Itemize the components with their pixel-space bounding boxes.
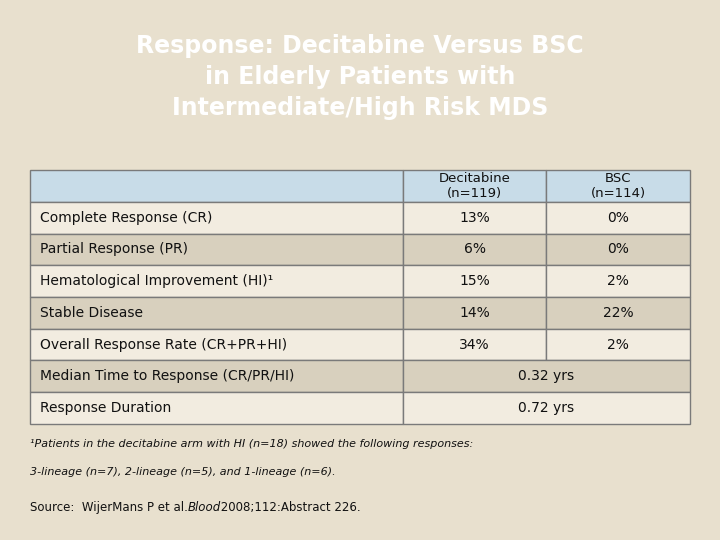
Text: 0.32 yrs: 0.32 yrs	[518, 369, 575, 383]
Text: 2%: 2%	[607, 338, 629, 352]
Text: Source:  WijerMans P et al.: Source: WijerMans P et al.	[30, 501, 192, 514]
Text: Response: Decitabine Versus BSC
in Elderly Patients with
Intermediate/High Risk : Response: Decitabine Versus BSC in Elder…	[136, 35, 584, 119]
Text: Stable Disease: Stable Disease	[40, 306, 143, 320]
Text: 15%: 15%	[459, 274, 490, 288]
Text: BSC
(n=114): BSC (n=114)	[590, 172, 646, 200]
Text: Partial Response (PR): Partial Response (PR)	[40, 242, 188, 256]
Text: Blood: Blood	[187, 501, 220, 514]
Text: 13%: 13%	[459, 211, 490, 225]
Text: 34%: 34%	[459, 338, 490, 352]
Text: 6%: 6%	[464, 242, 485, 256]
Text: Median Time to Response (CR/PR/HI): Median Time to Response (CR/PR/HI)	[40, 369, 294, 383]
Text: 3-lineage (n=7), 2-lineage (n=5), and 1-lineage (n=6).: 3-lineage (n=7), 2-lineage (n=5), and 1-…	[30, 467, 336, 477]
Text: Decitabine
(n=119): Decitabine (n=119)	[438, 172, 510, 200]
Text: 0%: 0%	[607, 211, 629, 225]
Text: ¹Patients in the decitabine arm with HI (n=18) showed the following responses:: ¹Patients in the decitabine arm with HI …	[30, 439, 474, 449]
Text: Complete Response (CR): Complete Response (CR)	[40, 211, 212, 225]
Text: 0%: 0%	[607, 242, 629, 256]
Text: 0.72 yrs: 0.72 yrs	[518, 401, 575, 415]
Text: 2%: 2%	[607, 274, 629, 288]
Text: 14%: 14%	[459, 306, 490, 320]
Text: 2008;112:Abstract 226.: 2008;112:Abstract 226.	[217, 501, 361, 514]
Text: Response Duration: Response Duration	[40, 401, 171, 415]
Text: Overall Response Rate (CR+PR+HI): Overall Response Rate (CR+PR+HI)	[40, 338, 287, 352]
Text: 22%: 22%	[603, 306, 634, 320]
Text: Hematological Improvement (HI)¹: Hematological Improvement (HI)¹	[40, 274, 273, 288]
